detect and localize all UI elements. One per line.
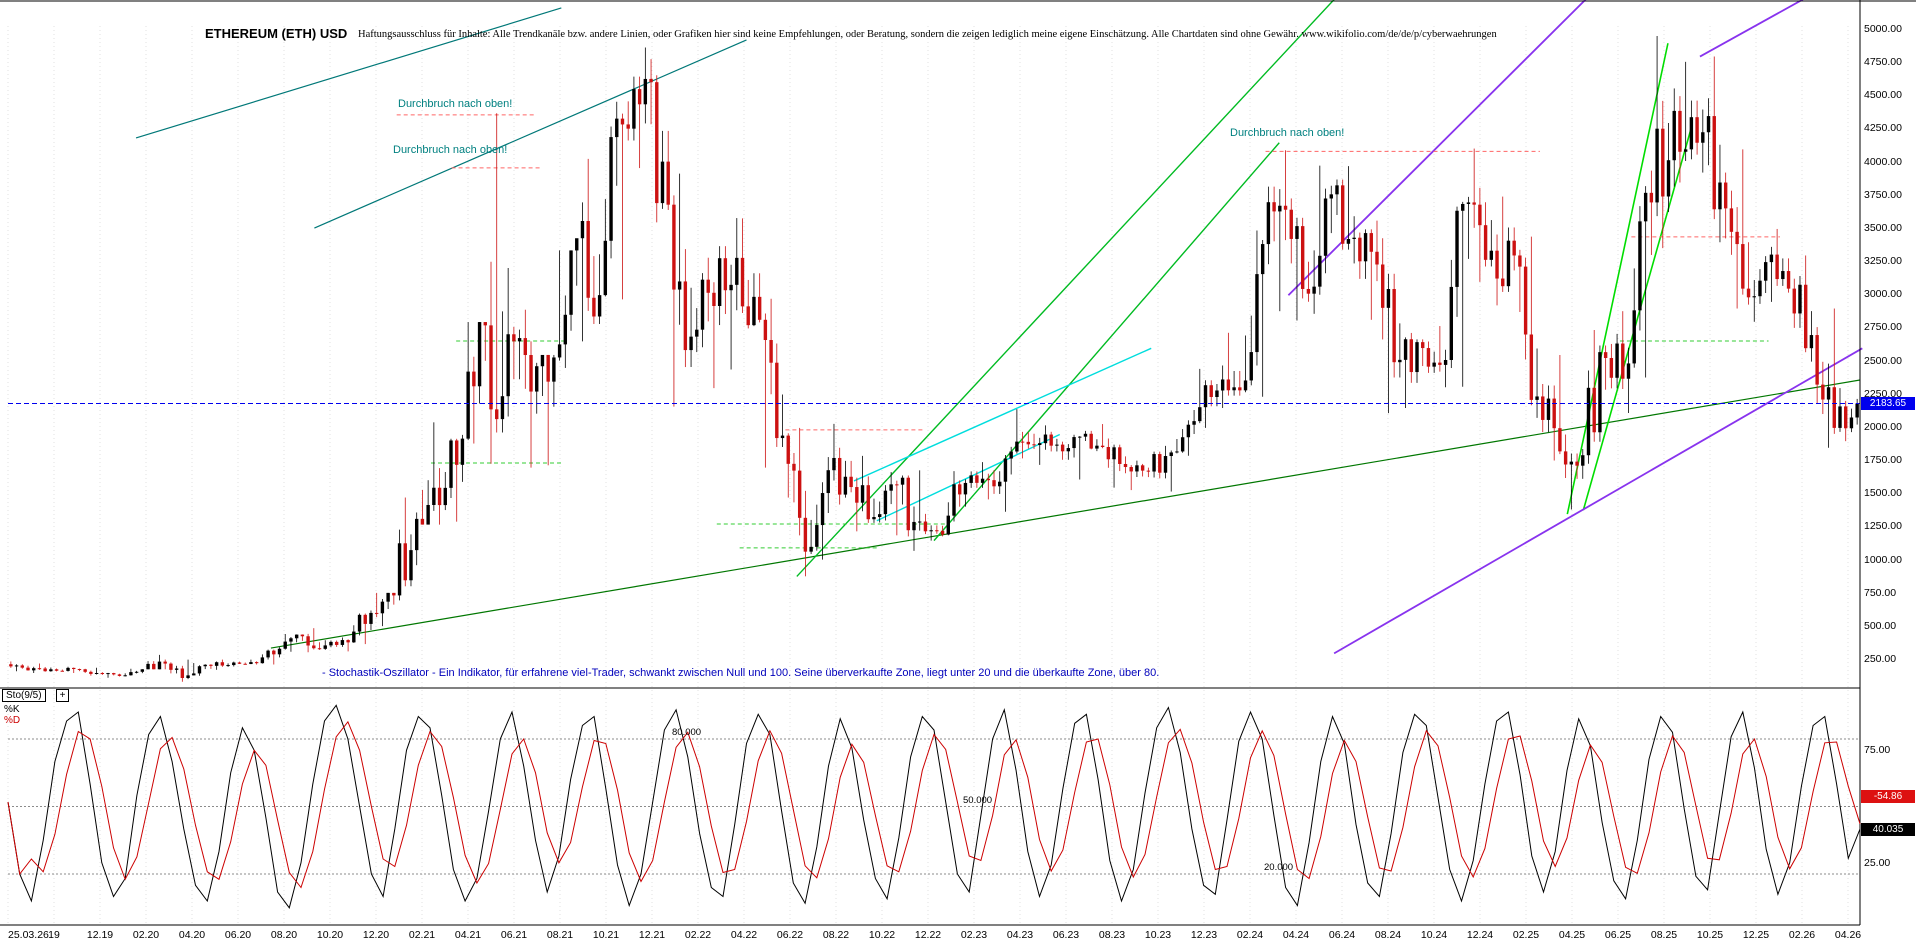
date-axis-label: 02.23 — [960, 929, 988, 941]
price-axis-label: 2250.00 — [1864, 387, 1902, 400]
date-axis-label: 12.21 — [638, 929, 666, 941]
date-axis-label: 10.24 — [1420, 929, 1448, 941]
date-axis-label: 10.21 — [592, 929, 620, 941]
date-axis-label: 10.23 — [1144, 929, 1172, 941]
price-axis-label: 1000.00 — [1864, 553, 1902, 566]
date-axis-label: 08.25 — [1650, 929, 1678, 941]
date-axis-label: 02.24 — [1236, 929, 1264, 941]
price-axis-label: 1500.00 — [1864, 487, 1902, 500]
price-axis-label: 3000.00 — [1864, 288, 1902, 301]
price-axis-label: 4000.00 — [1864, 155, 1902, 168]
breakout-annotation: Durchbruch nach oben! — [393, 144, 508, 156]
date-axis-label: 02.25 — [1512, 929, 1540, 941]
price-axis-label: 1750.00 — [1864, 454, 1902, 467]
date-axis-label: 06.22 — [776, 929, 804, 941]
date-axis-label: 12.23 — [1190, 929, 1218, 941]
stochastic-description: - Stochastik-Oszillator - Ein Indikator,… — [322, 667, 1160, 679]
date-axis-label: 04.20 — [178, 929, 206, 941]
date-axis-label: 06.20 — [224, 929, 252, 941]
stoch-k-label: %K — [4, 704, 20, 715]
stoch-d-badge: -54.86 — [1861, 789, 1915, 803]
expand-indicator-button[interactable]: + — [56, 689, 69, 702]
price-axis-label: 1250.00 — [1864, 520, 1902, 533]
date-axis-label: 06.23 — [1052, 929, 1080, 941]
stochastic-indicator-label[interactable]: Sto(9/5) — [2, 689, 46, 702]
oscillator-level-label: 80.000 — [672, 727, 702, 738]
date-axis-label: 02.20 — [132, 929, 160, 941]
date-axis-label: 10.20 — [316, 929, 344, 941]
date-axis-label: 08.23 — [1098, 929, 1126, 941]
date-axis-label: 04.26 — [1834, 929, 1862, 941]
date-axis-label: 12.24 — [1466, 929, 1494, 941]
date-axis-label: 19 — [48, 929, 60, 941]
date-axis-label: 08.22 — [822, 929, 850, 941]
price-axis-label: 3250.00 — [1864, 255, 1902, 268]
date-axis-label: 12.19 — [86, 929, 114, 941]
chart-title: ETHEREUM (ETH) USD — [205, 26, 348, 41]
date-axis-label: 12.20 — [362, 929, 390, 941]
price-axis-label: 2500.00 — [1864, 354, 1902, 367]
oscillator-level-label: 20.000 — [1264, 862, 1294, 873]
date-axis-label: 04.25 — [1558, 929, 1586, 941]
breakout-annotation: Durchbruch nach oben! — [1230, 127, 1345, 139]
date-axis-label: 06.21 — [500, 929, 528, 941]
date-axis-label: 06.25 — [1604, 929, 1632, 941]
date-axis-label: 12.22 — [914, 929, 942, 941]
date-axis-label: 04.23 — [1006, 929, 1034, 941]
price-axis-label: 500.00 — [1864, 619, 1897, 632]
price-axis-label: 2750.00 — [1864, 321, 1902, 334]
price-axis-label: 4750.00 — [1864, 56, 1902, 69]
date-axis-label: 25.03.26 — [8, 929, 49, 941]
price-axis-label: 250.00 — [1864, 653, 1897, 665]
date-axis-label: 04.22 — [730, 929, 758, 941]
date-axis-label: 10.22 — [868, 929, 896, 941]
price-axis-label: 750.00 — [1864, 586, 1897, 599]
date-axis-label: 04.21 — [454, 929, 482, 941]
date-axis-label: 02.21 — [408, 929, 436, 941]
date-axis-label: 04.24 — [1282, 929, 1310, 941]
stoch-d-label: %D — [4, 715, 21, 726]
breakout-annotation: Durchbruch nach oben! — [398, 98, 513, 110]
price-axis-label: 4500.00 — [1864, 89, 1902, 102]
date-axis-label: 02.22 — [684, 929, 712, 941]
price-axis-label: 2000.00 — [1864, 420, 1902, 433]
date-axis-label: 08.21 — [546, 929, 574, 941]
disclaimer-text: Haftungsausschluss für Inhalte: Alle Tre… — [358, 29, 1497, 40]
date-axis-label: 10.25 — [1696, 929, 1724, 941]
date-axis-label: 08.24 — [1374, 929, 1402, 941]
osc-axis-25: 25.00 — [1864, 856, 1891, 869]
current-price-badge: 2183.65 — [1861, 396, 1915, 410]
date-axis-label: 12.25 — [1742, 929, 1770, 941]
price-axis-label: 5000.00 — [1864, 23, 1902, 35]
date-axis-label: 06.24 — [1328, 929, 1356, 941]
price-axis-label: 3750.00 — [1864, 188, 1902, 201]
date-axis-label: 08.20 — [270, 929, 298, 941]
stoch-k-badge: 40.035 — [1861, 822, 1915, 836]
price-axis-label: 3500.00 — [1864, 221, 1902, 234]
oscillator-level-label: 50.000 — [963, 794, 993, 806]
date-axis-label: 02.26 — [1788, 929, 1816, 941]
osc-axis-75: 75.00 — [1864, 744, 1891, 757]
price-axis-label: 4250.00 — [1864, 122, 1902, 135]
